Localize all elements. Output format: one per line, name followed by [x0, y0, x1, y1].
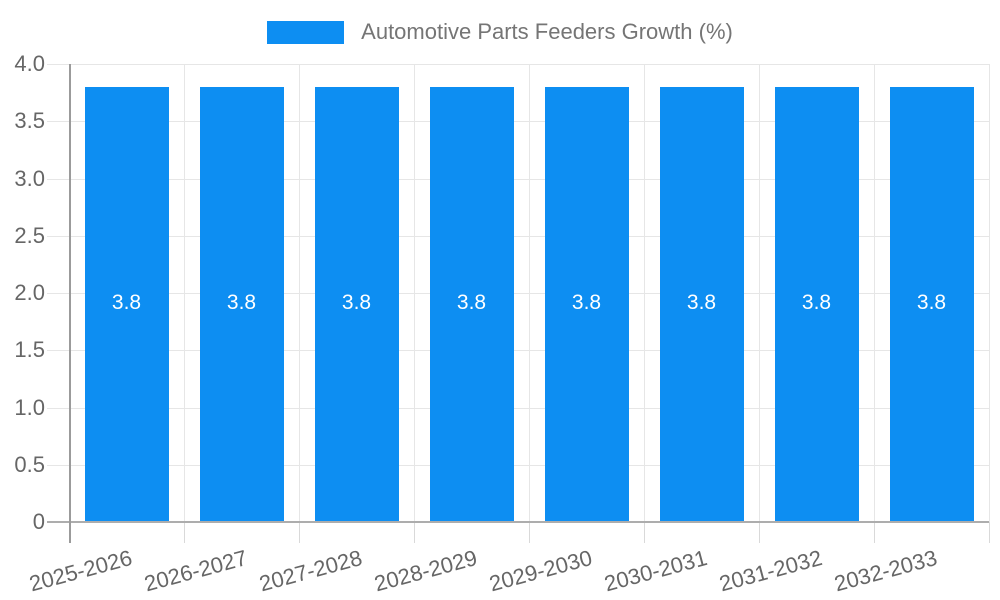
chart-legend: Automotive Parts Feeders Growth (%) [0, 19, 1000, 45]
legend-swatch [267, 20, 345, 44]
x-axis-tick [759, 522, 760, 543]
bar-value-label: 3.8 [456, 291, 487, 315]
y-axis-tick-label: 2.5 [14, 222, 45, 248]
y-axis-line [69, 64, 71, 543]
x-axis-tick-label: 2032-2033 [831, 545, 940, 597]
x-axis-tick [989, 522, 990, 543]
x-axis-line [47, 521, 989, 523]
y-gridline [47, 178, 989, 180]
y-axis-tick-label: 3.0 [14, 165, 45, 191]
x-axis-tick-label: 2028-2029 [371, 545, 480, 597]
x-gridline [529, 64, 530, 522]
bar [314, 86, 399, 522]
bar-value-label: 3.8 [801, 291, 832, 315]
y-gridline [47, 407, 989, 409]
x-gridline [299, 64, 300, 522]
y-axis-tick-label: 4.0 [14, 51, 45, 76]
x-axis-tick [529, 522, 530, 543]
bar [544, 86, 629, 522]
y-axis-tick-label: 0 [32, 509, 45, 534]
x-gridline [989, 64, 990, 522]
y-gridline [47, 64, 989, 65]
y-gridline [47, 121, 989, 123]
x-axis-tick [299, 522, 300, 543]
y-axis-tick-label: 1.0 [14, 394, 45, 420]
bar [889, 86, 974, 522]
x-axis-tick-label: 2027-2028 [256, 545, 365, 597]
y-axis-tick-label: 1.5 [14, 337, 45, 363]
y-gridline [47, 350, 989, 352]
y-axis-tick-label: 2.0 [14, 280, 45, 305]
bar-value-label: 3.8 [916, 291, 947, 315]
x-axis-tick [414, 522, 415, 543]
x-gridline [644, 64, 645, 522]
x-gridline [184, 64, 185, 522]
x-gridline [759, 64, 760, 522]
x-axis-tick-label: 2030-2031 [601, 545, 710, 597]
x-gridline [414, 64, 415, 522]
y-gridline [47, 235, 989, 237]
y-gridline [47, 464, 989, 466]
bar-value-label: 3.8 [341, 291, 372, 315]
x-axis-tick [874, 522, 875, 543]
bar-value-label: 3.8 [111, 291, 142, 315]
x-axis-tick-label: 2029-2030 [486, 545, 595, 597]
x-axis-tick-label: 2026-2027 [141, 545, 250, 597]
y-axis-tick-label: 3.5 [14, 108, 45, 134]
x-axis-tick-label: 2031-2032 [716, 545, 825, 597]
bar [774, 86, 859, 522]
bar [659, 86, 744, 522]
bar [429, 86, 514, 522]
bar [199, 86, 284, 522]
bar [84, 86, 169, 522]
bar-value-label: 3.8 [686, 291, 717, 315]
bar-value-label: 3.8 [226, 291, 257, 315]
bar-value-label: 3.8 [571, 291, 602, 315]
x-axis-tick [644, 522, 645, 543]
y-gridline [47, 293, 989, 294]
chart-title: Automotive Parts Feeders Growth (%) [361, 19, 733, 44]
x-axis-tick [184, 522, 185, 543]
x-gridline [874, 64, 875, 522]
y-axis-tick-label: 0.5 [14, 451, 45, 477]
x-axis-tick-label: 2025-2026 [26, 545, 135, 597]
